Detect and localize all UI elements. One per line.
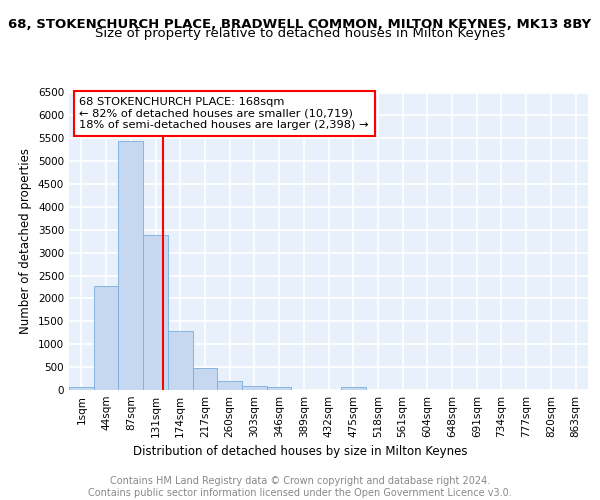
Y-axis label: Number of detached properties: Number of detached properties: [19, 148, 32, 334]
Bar: [118, 140, 143, 390]
Bar: [94, 286, 118, 390]
Bar: [217, 381, 242, 390]
Bar: [143, 236, 168, 390]
Text: 68, STOKENCHURCH PLACE, BRADWELL COMMON, MILTON KEYNES, MK13 8BY: 68, STOKENCHURCH PLACE, BRADWELL COMMON,…: [8, 18, 592, 30]
Bar: [341, 388, 365, 390]
Text: Contains public sector information licensed under the Open Government Licence v3: Contains public sector information licen…: [88, 488, 512, 498]
Text: Distribution of detached houses by size in Milton Keynes: Distribution of detached houses by size …: [133, 444, 467, 458]
Bar: [193, 368, 217, 390]
Bar: [69, 386, 94, 390]
Text: 68 STOKENCHURCH PLACE: 168sqm
← 82% of detached houses are smaller (10,719)
18% : 68 STOKENCHURCH PLACE: 168sqm ← 82% of d…: [79, 97, 369, 130]
Text: Size of property relative to detached houses in Milton Keynes: Size of property relative to detached ho…: [95, 28, 505, 40]
Bar: [267, 388, 292, 390]
Text: Contains HM Land Registry data © Crown copyright and database right 2024.: Contains HM Land Registry data © Crown c…: [110, 476, 490, 486]
Bar: [242, 386, 267, 390]
Bar: [168, 331, 193, 390]
